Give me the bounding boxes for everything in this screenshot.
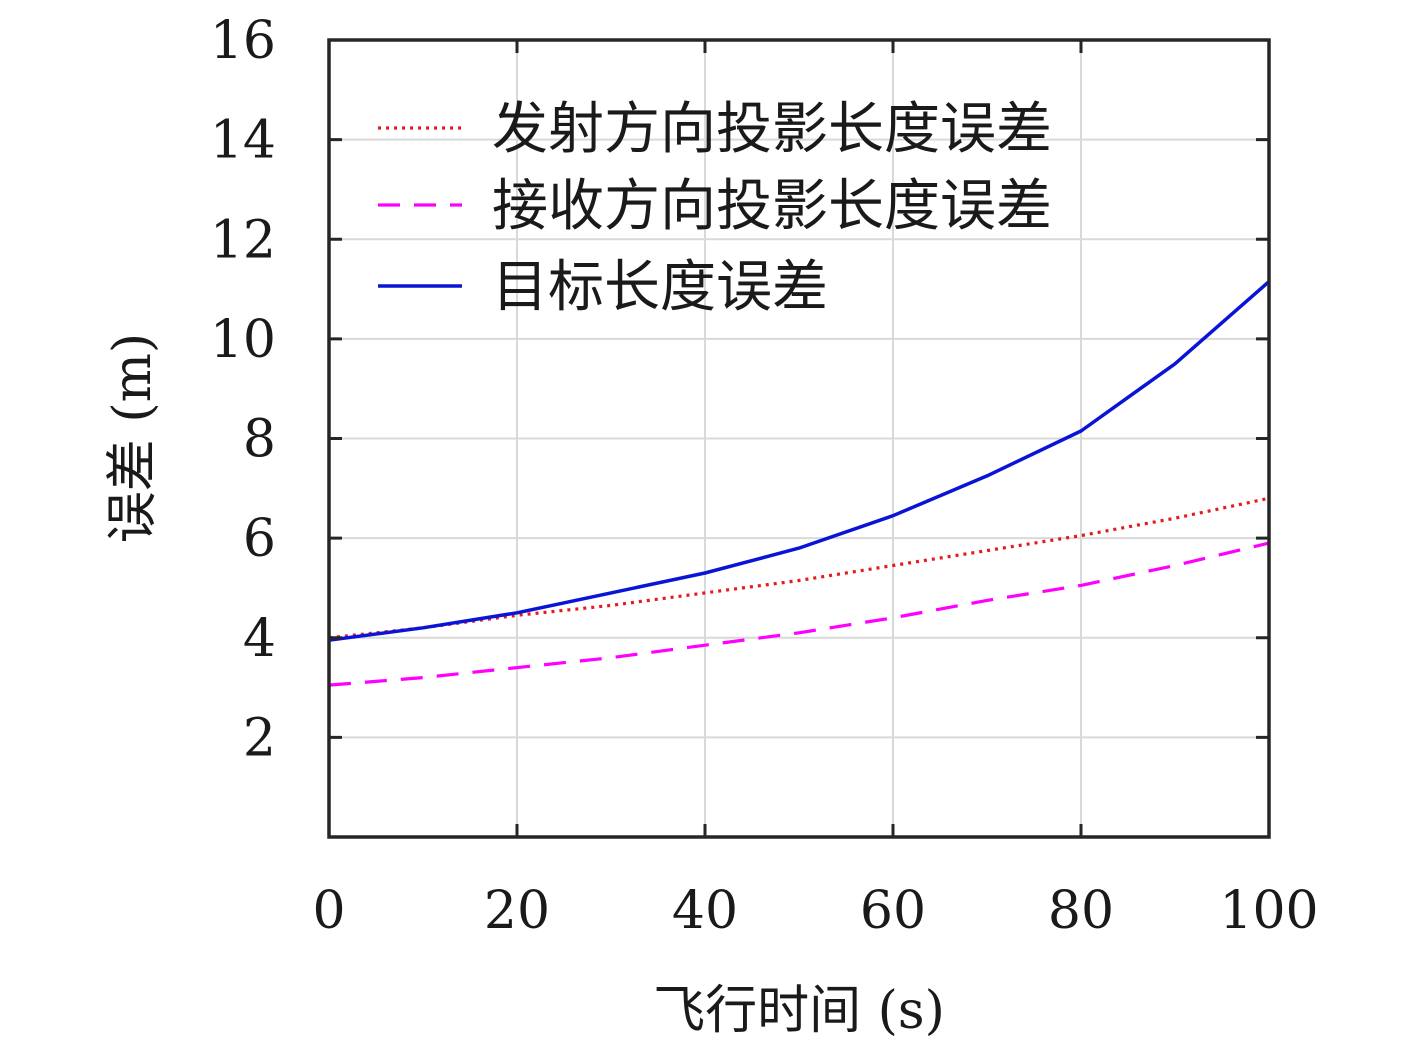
y-tick-labels: 2 4 6 8 10 12 14 16 xyxy=(210,11,276,768)
y-tick-label: 8 xyxy=(243,410,276,470)
y-tick-label: 14 xyxy=(210,111,276,171)
y-tick-label: 10 xyxy=(210,310,276,370)
series-line-3 xyxy=(328,280,1271,642)
series-lines xyxy=(328,280,1271,687)
x-tick-label: 80 xyxy=(1048,881,1114,941)
x-axis-label: 飞行时间 (s) xyxy=(653,981,945,1041)
legend-label-2: 接收方向投影长度误差 xyxy=(492,174,1052,239)
x-tick-label: 0 xyxy=(312,881,345,941)
x-tick-label: 60 xyxy=(860,881,926,941)
y-tick-label: 2 xyxy=(243,708,276,768)
series-line-1 xyxy=(328,496,1270,640)
series-line-2 xyxy=(328,541,1270,687)
y-tick-label: 4 xyxy=(243,609,276,669)
x-tick-label: 100 xyxy=(1219,881,1318,941)
legend-label-3: 目标长度误差 xyxy=(492,255,828,320)
x-tick-label: 20 xyxy=(484,881,550,941)
y-tick-label: 6 xyxy=(243,509,276,569)
x-tick-label: 40 xyxy=(672,881,738,941)
grid-lines xyxy=(329,40,1269,837)
x-tick-labels: 0 20 40 60 80 100 xyxy=(312,881,1318,941)
y-tick-label: 12 xyxy=(210,210,276,270)
y-axis-label: 误差 (m) xyxy=(103,333,163,543)
y-tick-label: 16 xyxy=(210,11,276,71)
legend-label-1: 发射方向投影长度误差 xyxy=(492,97,1052,162)
axis-ticks xyxy=(327,38,1271,837)
